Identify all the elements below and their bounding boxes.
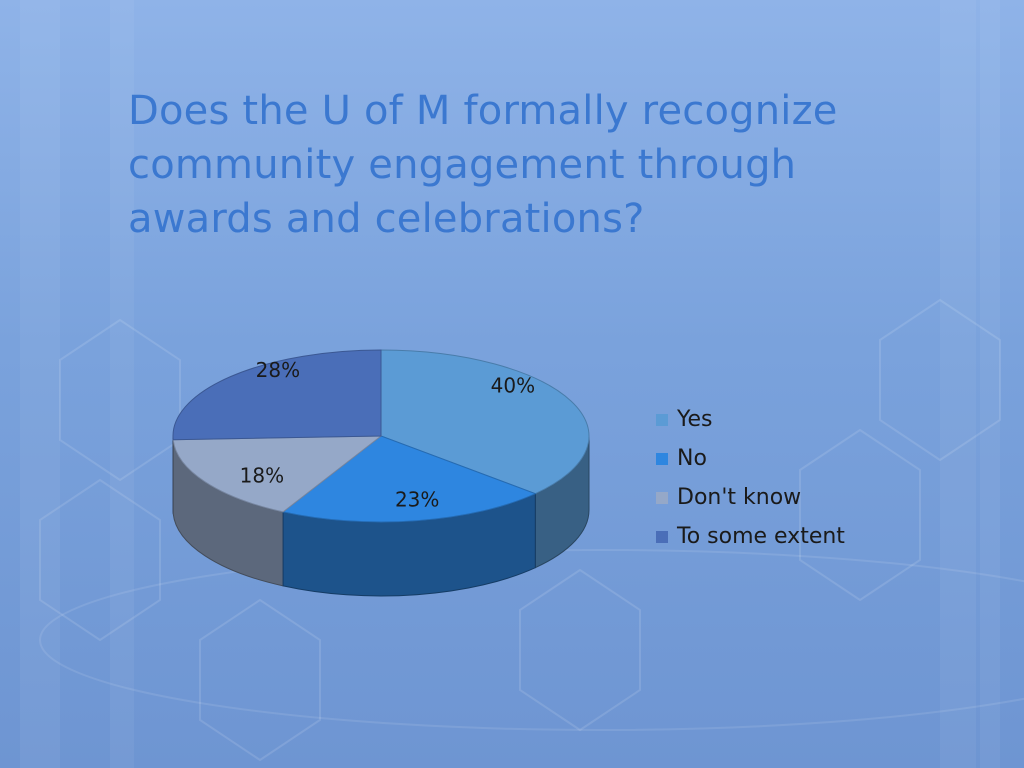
legend-swatch bbox=[656, 530, 668, 543]
legend-label: To some extent bbox=[677, 524, 845, 549]
pie-slice-don-t-know bbox=[172, 435, 383, 513]
chart-legend: Yes No Don't know To some extent bbox=[656, 400, 845, 556]
legend-item: No bbox=[656, 439, 845, 478]
pie-slice-no bbox=[281, 435, 537, 523]
pie-slice-to-some-extent bbox=[172, 349, 382, 441]
slide-title: Does the U of M formally recognize commu… bbox=[128, 88, 838, 242]
legend-label: Don't know bbox=[677, 485, 802, 510]
legend-swatch bbox=[656, 452, 668, 465]
data-label: 18% bbox=[240, 463, 284, 487]
legend-swatch bbox=[656, 491, 668, 504]
data-label: 40% bbox=[491, 373, 535, 397]
data-label: 28% bbox=[256, 358, 300, 382]
legend-label: No bbox=[677, 446, 707, 471]
data-label: 23% bbox=[395, 488, 439, 512]
legend-label: Yes bbox=[677, 407, 713, 432]
pie-slice-yes bbox=[380, 349, 590, 495]
legend-item: Yes bbox=[656, 400, 845, 439]
legend-swatch bbox=[656, 413, 668, 426]
legend-item: Don't know bbox=[656, 478, 845, 517]
legend-item: To some extent bbox=[656, 517, 845, 556]
